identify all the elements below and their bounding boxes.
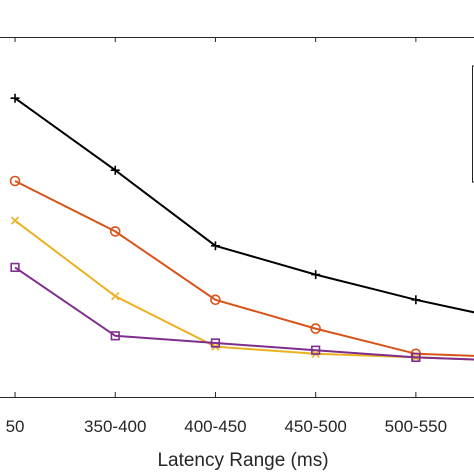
square-marker	[210, 338, 221, 348]
series-line	[14, 266, 474, 361]
series-line	[14, 97, 474, 314]
circle-marker	[109, 226, 121, 237]
x-tick-layer	[14, 37, 417, 397]
x-marker	[111, 292, 120, 301]
legend-box	[472, 65, 474, 183]
circle-marker	[9, 175, 21, 187]
x-tick-label: 350-400	[84, 417, 146, 436]
x-tick-label-layer: 50 350-400 400-450 450-500 500-550	[6, 417, 448, 436]
plus-marker	[10, 93, 20, 103]
square-marker	[10, 262, 20, 273]
plus-marker	[110, 165, 120, 175]
x-tick-label: 50	[6, 417, 25, 436]
x-tick-label: 450-500	[284, 417, 346, 436]
x-tick-label: 400-450	[184, 417, 246, 436]
square-marker	[110, 331, 120, 341]
circle-marker	[210, 294, 221, 306]
plot-area-background	[0, 37, 474, 397]
plus-marker	[311, 270, 321, 280]
x-axis-title: Latency Range (ms)	[157, 450, 328, 471]
circle-marker	[310, 323, 321, 334]
x-marker	[10, 216, 20, 225]
x-tick-label: 500-550	[385, 417, 447, 436]
square-marker	[411, 352, 421, 363]
plus-marker	[411, 295, 421, 305]
square-marker	[311, 345, 321, 355]
series-layer	[9, 93, 474, 363]
series-line	[14, 180, 474, 357]
plus-marker	[210, 241, 220, 251]
